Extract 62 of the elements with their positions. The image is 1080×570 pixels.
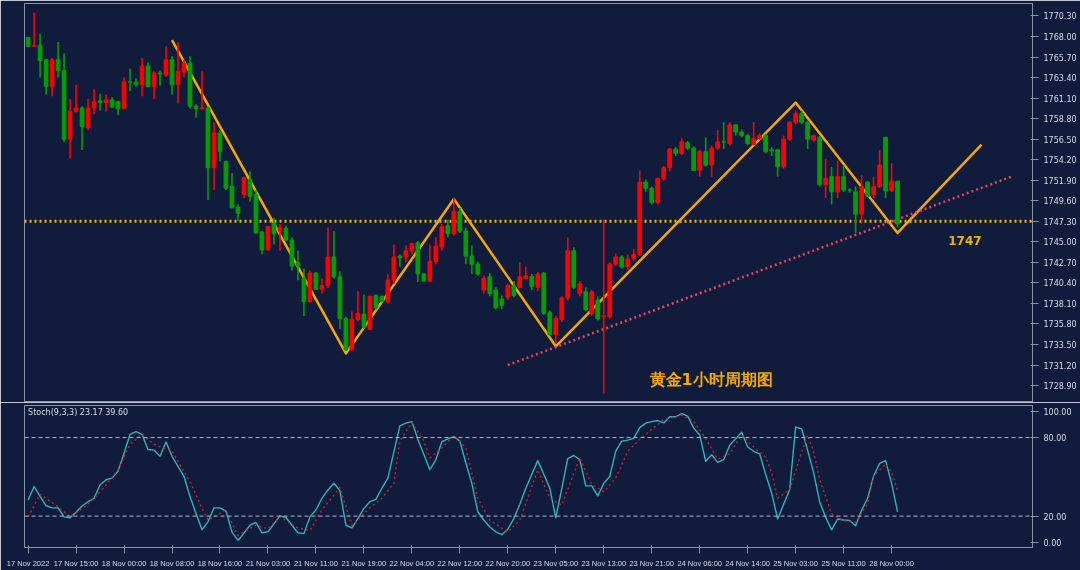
candlestick: [145, 61, 151, 89]
candlestick: [217, 129, 223, 163]
candlestick: [97, 92, 103, 112]
y-tick-label: 1761.10: [1043, 94, 1077, 104]
candlestick: [889, 162, 894, 193]
y-tick-label: 1749.60: [1043, 197, 1077, 207]
candlestick: [265, 224, 271, 252]
candlestick: [823, 158, 828, 199]
candlestick: [835, 159, 840, 199]
y-tick-label: 1742.70: [1043, 258, 1077, 268]
y-tick-label: 1751.90: [1043, 176, 1077, 186]
candlestick: [583, 286, 589, 313]
y-tick-label: 0.00: [1043, 538, 1062, 548]
y-tick-label: 1731.20: [1043, 361, 1077, 371]
candlestick: [841, 164, 846, 193]
candlestick: [397, 253, 403, 268]
candlestick: [277, 223, 283, 252]
chart-title: Stoch(9,3,3) 23.17 39.60: [28, 407, 129, 417]
y-tick-label: 20.00: [1043, 512, 1067, 522]
candlestick: [451, 197, 457, 237]
y-tick-label: 1770.30: [1043, 12, 1077, 22]
candlestick: [385, 273, 391, 305]
candlestick: [199, 70, 205, 110]
candlestick: [853, 185, 858, 234]
y-tick-label: 100.00: [1043, 407, 1072, 417]
y-tick-label: 1756.50: [1043, 135, 1077, 145]
y-tick-label: 1754.20: [1043, 156, 1077, 166]
y-tick-label: 1728.90: [1043, 382, 1077, 392]
y-tick-label: 1768.00: [1043, 33, 1077, 43]
y-tick-label: 1763.40: [1043, 74, 1077, 84]
candlestick: [535, 271, 541, 292]
y-tick-label: 1740.40: [1043, 279, 1077, 289]
candlestick: [103, 93, 109, 113]
candlestick: [151, 70, 157, 100]
y-tick-label: 1738.10: [1043, 299, 1077, 309]
candlestick: [271, 216, 277, 246]
candlestick: [727, 121, 733, 147]
candlestick: [595, 295, 601, 322]
y-tick-label: 1735.80: [1043, 320, 1077, 330]
candlestick: [829, 166, 834, 206]
y-tick-label: 1745.00: [1043, 238, 1077, 248]
candlestick: [79, 105, 85, 151]
candlestick: [697, 149, 703, 178]
candlestick: [589, 289, 595, 317]
candlestick: [127, 67, 133, 92]
candlestick: [157, 69, 163, 87]
candlestick: [331, 230, 337, 280]
candlestick: [361, 293, 367, 330]
annotation: 黄金1小时周期图: [648, 369, 773, 389]
y-tick-label: 1758.80: [1043, 115, 1077, 125]
candlestick: [139, 57, 145, 98]
y-tick-label: 1765.70: [1043, 53, 1077, 63]
y-tick-label: 1733.50: [1043, 340, 1077, 350]
ref-line-label: 1747: [948, 234, 982, 249]
candlestick: [31, 11, 37, 48]
candlestick: [721, 121, 727, 150]
y-tick-label: 1747.30: [1043, 217, 1077, 227]
y-tick-label: 80.00: [1043, 434, 1067, 444]
candlestick: [163, 45, 169, 78]
candlestick: [391, 243, 397, 285]
candlestick: [301, 267, 307, 317]
candlestick: [703, 136, 709, 168]
